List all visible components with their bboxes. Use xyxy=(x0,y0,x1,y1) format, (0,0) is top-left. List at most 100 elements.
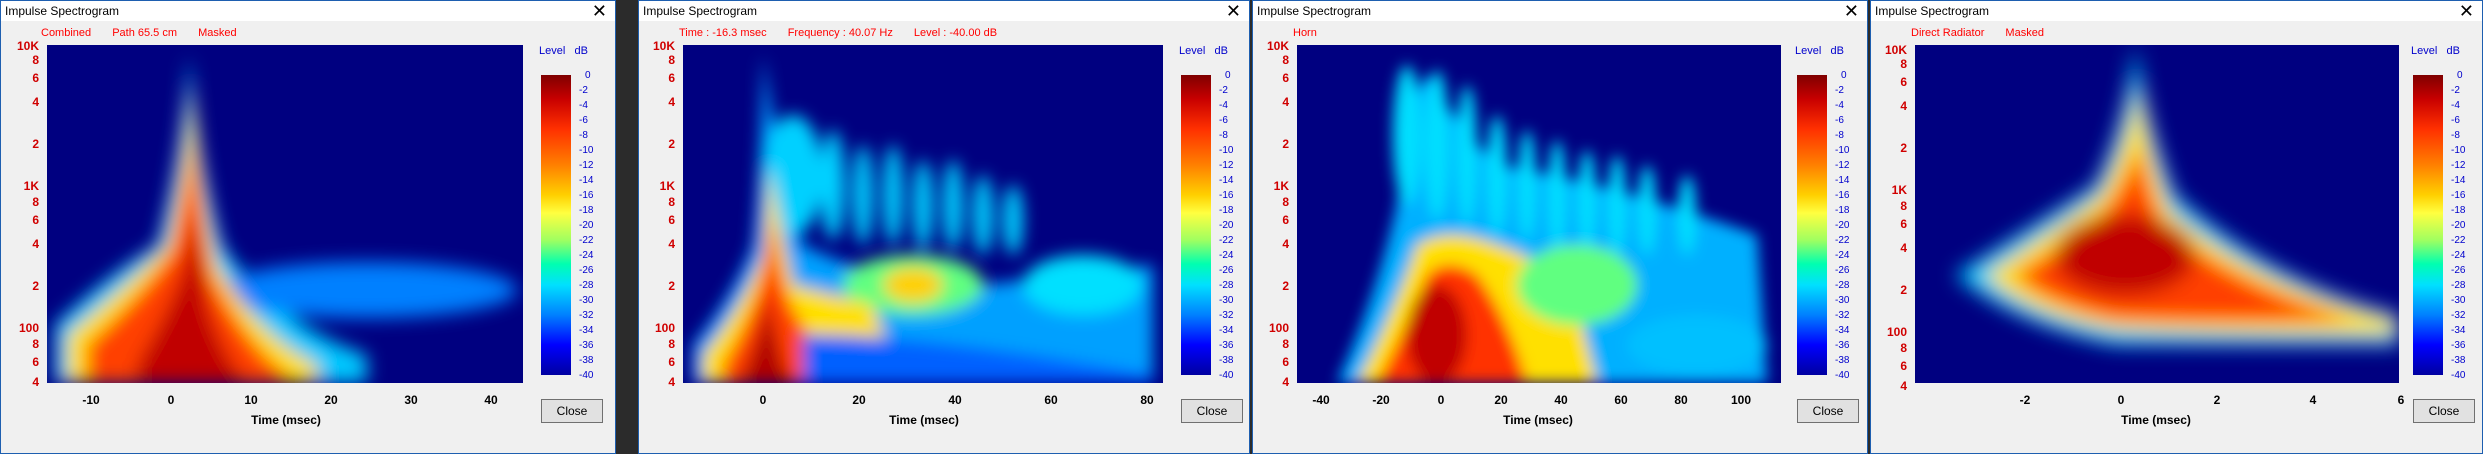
window-title: Impulse Spectrogram xyxy=(5,4,120,18)
y-tick: 4 xyxy=(668,375,675,389)
colorbar-label: -10 xyxy=(1219,145,1234,156)
colorbar-label: -32 xyxy=(1219,310,1234,321)
close-icon[interactable]: ✕ xyxy=(2458,1,2474,21)
spectrogram-window-3: Impulse Spectrogram ✕ Horn xyxy=(1252,0,1868,454)
x-axis-label: Time (msec) xyxy=(889,413,959,427)
colorbar-label: -4 xyxy=(1835,100,1844,111)
y-tick: 1K xyxy=(23,179,39,193)
colorbar-label: -16 xyxy=(2451,190,2466,201)
colorbar-label: -32 xyxy=(2451,310,2466,321)
colorbar-label: -40 xyxy=(2451,370,2466,381)
close-icon[interactable]: ✕ xyxy=(1225,1,1241,21)
close-button[interactable]: Close xyxy=(1797,399,1859,423)
title-bar[interactable]: Impulse Spectrogram ✕ xyxy=(1,1,615,21)
x-tick: 2 xyxy=(2213,393,2221,407)
colorbar-label: -8 xyxy=(1835,130,1844,141)
x-tick: 40 xyxy=(484,393,498,407)
colorbar-label: -30 xyxy=(1219,295,1234,306)
colorbar-label: -14 xyxy=(1835,175,1850,186)
status-item: Masked xyxy=(198,27,237,39)
y-tick: 8 xyxy=(668,53,675,67)
colorbar-label: -38 xyxy=(1835,355,1850,366)
colorbar-unit: dB xyxy=(2446,45,2460,57)
y-tick: 100 xyxy=(1886,325,1907,339)
y-tick: 2 xyxy=(32,137,39,151)
colorbar-label: -38 xyxy=(2451,355,2466,366)
y-tick: 4 xyxy=(1282,95,1289,109)
y-tick: 6 xyxy=(1282,213,1289,227)
status-line: Horn xyxy=(1293,27,1335,39)
colorbar-label: -6 xyxy=(1219,115,1228,126)
colorbar-label: -14 xyxy=(1219,175,1234,186)
colorbar-label: -30 xyxy=(579,295,594,306)
y-tick: 8 xyxy=(32,195,39,209)
spectrogram-window-4: Impulse Spectrogram ✕ Direct Radiator Ma… xyxy=(1870,0,2483,454)
title-bar[interactable]: Impulse Spectrogram ✕ xyxy=(1253,1,1867,21)
spectrogram-plot[interactable] xyxy=(1915,45,2399,383)
colorbar-label: -30 xyxy=(2451,295,2466,306)
colorbar-label: -20 xyxy=(2451,220,2466,231)
colorbar-label: -30 xyxy=(1835,295,1850,306)
y-tick: 4 xyxy=(668,237,675,251)
spectrogram-window-1: Impulse Spectrogram ✕ Combined Path 65.5… xyxy=(0,0,616,454)
colorbar-label: -12 xyxy=(2451,160,2466,171)
colorbar-label: -14 xyxy=(2451,175,2466,186)
colorbar-label: -22 xyxy=(2451,235,2466,246)
close-button[interactable]: Close xyxy=(1181,399,1243,423)
x-tick: 20 xyxy=(852,393,866,407)
x-tick: 100 xyxy=(1730,393,1752,407)
colorbar-label: -32 xyxy=(1835,310,1850,321)
colorbar-label: -28 xyxy=(579,280,594,291)
x-axis-label: Time (msec) xyxy=(2121,413,2191,427)
x-tick: 10 xyxy=(244,393,258,407)
y-tick: 8 xyxy=(32,53,39,67)
title-bar[interactable]: Impulse Spectrogram ✕ xyxy=(1871,1,2482,21)
spectrogram-plot[interactable] xyxy=(683,45,1163,383)
status-item: Level : -40.00 dB xyxy=(913,27,998,39)
y-tick: 8 xyxy=(668,195,675,209)
colorbar-label: -34 xyxy=(2451,325,2466,336)
close-button[interactable]: Close xyxy=(541,399,603,423)
close-icon[interactable]: ✕ xyxy=(591,1,607,21)
x-tick: 0 xyxy=(1437,393,1445,407)
close-button[interactable]: Close xyxy=(2413,399,2475,423)
window-title: Impulse Spectrogram xyxy=(1257,4,1372,18)
status-item: Horn xyxy=(1293,27,1317,39)
colorbar-label: -24 xyxy=(1835,250,1850,261)
x-tick: -2 xyxy=(2019,393,2031,407)
colorbar-label: -36 xyxy=(2451,340,2466,351)
colorbar-label: -8 xyxy=(579,130,588,141)
colorbar-label: -16 xyxy=(579,190,594,201)
y-tick: 6 xyxy=(668,213,675,227)
colorbar-label: -2 xyxy=(1835,85,1844,96)
close-icon[interactable]: ✕ xyxy=(1843,1,1859,21)
colorbar-label: -26 xyxy=(1219,265,1234,276)
x-tick: 4 xyxy=(2309,393,2317,407)
y-tick: 4 xyxy=(1900,99,1907,113)
y-tick: 4 xyxy=(1282,237,1289,251)
colorbar-label: -6 xyxy=(1835,115,1844,126)
colorbar-label: -28 xyxy=(1219,280,1234,291)
y-tick: 2 xyxy=(1900,141,1907,155)
colorbar-unit: dB xyxy=(574,45,588,57)
x-tick: 60 xyxy=(1044,393,1058,407)
x-tick: 20 xyxy=(1494,393,1508,407)
colorbar-label: 0 xyxy=(1225,70,1231,81)
colorbar-label: -10 xyxy=(2451,145,2466,156)
x-tick: 0 xyxy=(167,393,175,407)
colorbar-label: -4 xyxy=(2451,100,2460,111)
status-item: Direct Radiator xyxy=(1911,27,1985,39)
colorbar xyxy=(1797,75,1827,375)
colorbar-label: -2 xyxy=(1219,85,1228,96)
x-tick: -40 xyxy=(1312,393,1330,407)
title-bar[interactable]: Impulse Spectrogram ✕ xyxy=(639,1,1249,21)
y-tick: 1K xyxy=(1273,179,1289,193)
spectrogram-plot[interactable] xyxy=(1297,45,1781,383)
colorbar-label: -26 xyxy=(2451,265,2466,276)
colorbar-label: -16 xyxy=(1219,190,1234,201)
y-tick: 6 xyxy=(32,213,39,227)
colorbar-label: -18 xyxy=(2451,205,2466,216)
spectrogram-plot[interactable] xyxy=(47,45,523,383)
y-tick: 8 xyxy=(1900,57,1907,71)
y-tick: 1K xyxy=(1891,183,1907,197)
